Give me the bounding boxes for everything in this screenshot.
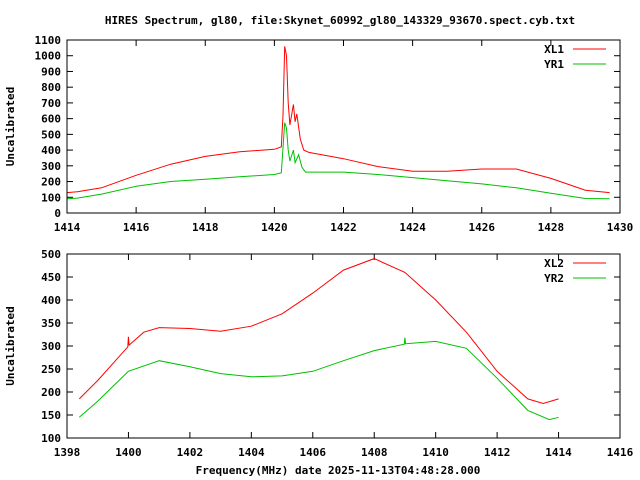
y-tick-label: 100 [41, 432, 61, 445]
y-tick-label: 500 [41, 248, 61, 261]
y-tick-label: 0 [54, 207, 61, 220]
x-tick-label: 1406 [300, 446, 327, 459]
x-tick-label: 1416 [607, 446, 634, 459]
y-axis-label: Uncalibrated [4, 87, 17, 166]
x-tick-label: 1424 [399, 221, 426, 234]
x-tick-label: 1404 [238, 446, 265, 459]
x-tick-label: 1426 [469, 221, 496, 234]
x-tick-label: 1398 [54, 446, 81, 459]
legend-label: YR2 [544, 272, 564, 285]
x-tick-label: 1414 [54, 221, 81, 234]
series-line-xl2 [78, 258, 559, 405]
chart-panel-2: 100 150 200 250 300 350 400 450 500 1398 1400 1402 1… [4, 248, 634, 459]
y-tick-label: 900 [41, 65, 61, 78]
y-tick-label: 300 [41, 340, 61, 353]
y-tick-label: 700 [41, 97, 61, 110]
y-axis-label: Uncalibrated [4, 306, 17, 385]
series-line-yr1 [66, 122, 610, 200]
plot-frame [66, 39, 621, 214]
series-line-xl1 [66, 46, 610, 194]
x-tick-label: 1422 [330, 221, 357, 234]
y-tick-label: 800 [41, 81, 61, 94]
x-tick-label: 1416 [123, 221, 150, 234]
y-tick-label: 350 [41, 317, 61, 330]
y-tick-label: 200 [41, 176, 61, 189]
x-tick-label: 1428 [538, 221, 565, 234]
plot-frame [66, 253, 621, 439]
x-tick-label: 1410 [422, 446, 449, 459]
x-tick-label: 1414 [545, 446, 572, 459]
x-tick-label: 1412 [484, 446, 511, 459]
x-tick-label: 1430 [607, 221, 634, 234]
legend-label: YR1 [544, 58, 564, 71]
series-line-yr2 [78, 337, 559, 421]
y-tick-label: 1000 [35, 50, 62, 63]
x-tick-label: 1402 [177, 446, 204, 459]
y-tick-label: 450 [41, 271, 61, 284]
y-tick-label: 1100 [35, 34, 62, 47]
x-axis-label: Frequency(MHz) date 2025-11-13T04:48:28.… [196, 464, 481, 477]
y-tick-label: 250 [41, 363, 61, 376]
x-tick-label: 1420 [261, 221, 288, 234]
legend-label: XL2 [544, 257, 564, 270]
x-tick-label: 1408 [361, 446, 388, 459]
y-tick-label: 300 [41, 160, 61, 173]
y-tick-label: 200 [41, 386, 61, 399]
x-tick-label: 1400 [115, 446, 142, 459]
y-tick-label: 400 [41, 294, 61, 307]
chart-panel-1: 0 100 200 300 400 500 600 700 800 900 1000 1100 1414… [4, 34, 633, 234]
y-tick-label: 500 [41, 128, 61, 141]
y-tick-label: 400 [41, 144, 61, 157]
x-tick-label: 1418 [192, 221, 219, 234]
y-tick-label: 100 [41, 191, 61, 204]
y-tick-label: 600 [41, 113, 61, 126]
legend-label: XL1 [544, 43, 564, 56]
y-tick-label: 150 [41, 409, 61, 422]
figure-title: HIRES Spectrum, gl80, file:Skynet_60992_… [105, 14, 575, 27]
